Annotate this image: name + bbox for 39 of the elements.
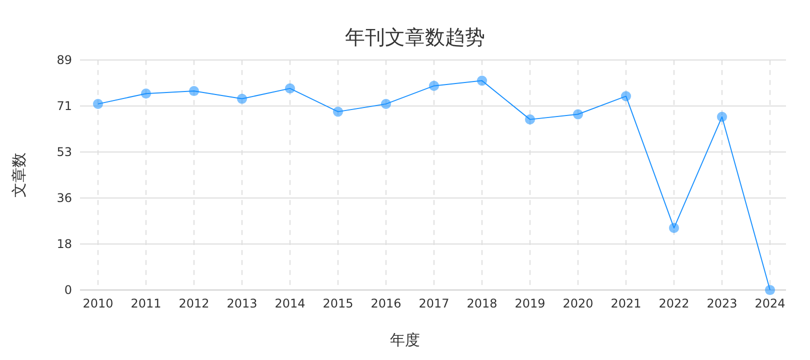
point [236, 94, 248, 104]
x-tick-label: 2019 [514, 296, 546, 311]
x-tick-label: 2017 [418, 296, 450, 311]
y-axis-title: 文章数 [10, 152, 28, 198]
x-tick-label: 2016 [370, 296, 402, 311]
point [764, 284, 776, 296]
y-tick-label: 71 [56, 98, 72, 113]
x-tick-label: 2015 [322, 296, 354, 311]
x-tick-label: 2011 [130, 296, 162, 311]
x-axis-title: 年度 [390, 331, 420, 349]
point [524, 114, 536, 124]
point [476, 76, 488, 86]
x-tick-label: 2022 [658, 296, 690, 311]
point [716, 112, 728, 122]
x-tick-label: 2018 [466, 296, 498, 311]
x-tick-label: 2023 [706, 296, 738, 311]
y-tick-label: 18 [56, 236, 72, 251]
x-tick-label: 2024 [754, 296, 786, 311]
x-tick-label: 2013 [226, 296, 258, 311]
y-tick-label: 0 [64, 282, 72, 297]
x-tick-label: 2012 [178, 296, 210, 311]
y-tick-label: 53 [56, 144, 72, 159]
point [188, 86, 200, 96]
point [92, 98, 104, 109]
point [140, 88, 152, 99]
x-tick-label: 2021 [610, 296, 642, 311]
x-tick-label: 2014 [274, 296, 306, 311]
y-tick-label: 36 [56, 190, 72, 205]
point [332, 106, 344, 117]
x-tick-label: 2020 [562, 296, 594, 311]
x-tick-label: 2010 [82, 296, 114, 311]
chart-title: 年刊文章数趋势 [345, 25, 485, 49]
point [428, 80, 440, 91]
point [284, 83, 296, 94]
point [380, 98, 392, 109]
point [620, 91, 632, 102]
point [572, 109, 584, 120]
point [668, 222, 680, 234]
y-tick-label: 89 [56, 52, 72, 67]
